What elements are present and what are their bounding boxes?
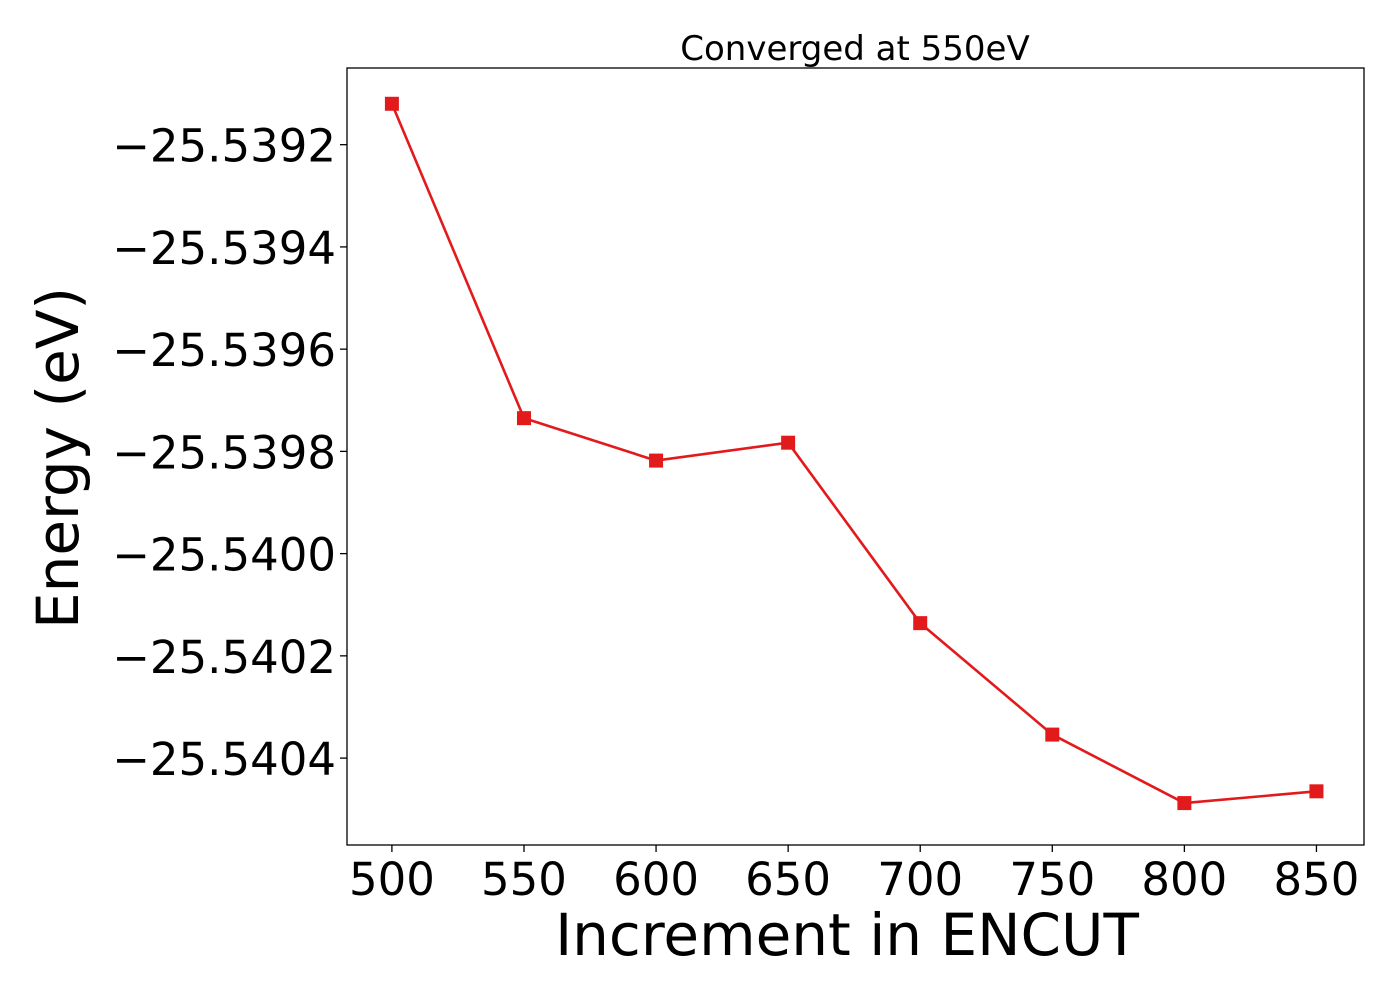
axes-frame <box>346 67 1365 846</box>
data-point-marker <box>1177 796 1192 811</box>
x-tick-label: 800 <box>1141 853 1227 906</box>
y-tick-label: −25.5404 <box>112 733 336 786</box>
x-tick-label: 650 <box>745 853 831 906</box>
y-tick-label: −25.5394 <box>112 222 336 275</box>
y-axis-label: Energy (eV) <box>24 287 92 629</box>
data-point-marker <box>781 435 796 450</box>
x-tick-label: 850 <box>1273 853 1359 906</box>
chart-title: Converged at 550eV <box>680 29 1029 69</box>
y-tick-label: −25.5402 <box>112 631 336 684</box>
series-line <box>390 103 1317 805</box>
data-point-marker <box>1045 727 1060 742</box>
y-axis: −25.5392 −25.5394 −25.5396 −25.5398 −25.5400… <box>112 120 347 786</box>
x-axis-label: Increment in ENCUT <box>555 901 1139 969</box>
y-tick-label: −25.5398 <box>112 426 336 479</box>
x-tick-label: 500 <box>349 853 435 906</box>
x-tick-label: 600 <box>613 853 699 906</box>
data-point-marker <box>516 411 531 426</box>
data-point-marker <box>1309 784 1324 799</box>
data-point-marker <box>913 616 928 631</box>
x-tick-label: 550 <box>481 853 567 906</box>
data-point-marker <box>649 453 664 468</box>
x-tick-label: 700 <box>877 853 963 906</box>
data-point-marker <box>384 96 399 111</box>
y-tick-label: −25.5400 <box>112 529 336 582</box>
x-axis: 500 550 600 650 700 750 800 850 <box>349 845 1359 906</box>
y-tick-label: −25.5392 <box>112 120 336 173</box>
y-tick-label: −25.5396 <box>112 324 336 377</box>
x-tick-label: 750 <box>1009 853 1095 906</box>
plot-area <box>384 96 1324 811</box>
